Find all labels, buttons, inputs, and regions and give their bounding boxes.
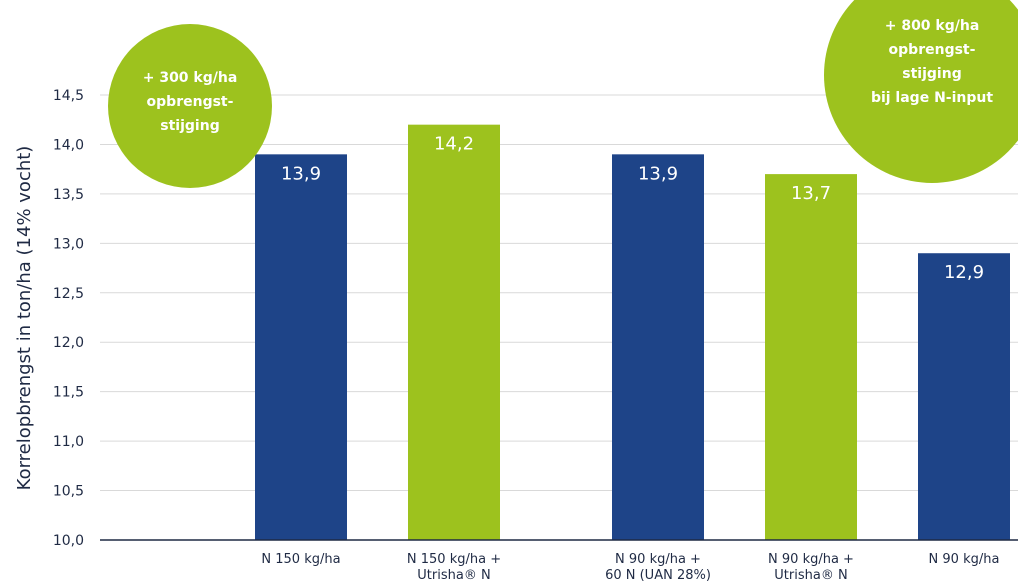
bar: [612, 154, 704, 541]
bar: [255, 154, 347, 541]
bar-value-label: 13,7: [791, 183, 831, 204]
y-tick-label: 14,0: [53, 137, 84, 153]
x-category-label: N 150 kg/ha + Utrisha® N: [407, 552, 501, 583]
x-category-label: N 150 kg/ha: [261, 552, 340, 567]
bars: 13,9 14,2 13,9 13,7 12,9: [255, 124, 1010, 541]
y-axis-ticks: 10,0 10,5 11,0 11,5 12,0 12,5 13,0 13,5 14,0 14,5: [53, 88, 84, 549]
x-axis-categories: N 150 kg/ha N 150 kg/ha + Utrisha® N N 90 k…: [261, 552, 999, 583]
y-tick-label: 13,5: [53, 187, 84, 203]
bar-value-label: 13,9: [281, 163, 321, 184]
annotation-badge: [824, 0, 1018, 183]
y-tick-label: 14,5: [53, 88, 84, 104]
bar-value-label: 14,2: [434, 134, 474, 155]
annotation-text: + 800 kg/ha opbrengst-stijging bij lage N-…: [871, 18, 993, 106]
bar: [765, 174, 857, 540]
y-tick-label: 12,0: [53, 335, 84, 351]
y-tick-label: 12,5: [53, 286, 84, 302]
y-tick-label: 11,5: [53, 385, 84, 401]
bar-value-label: 12,9: [944, 262, 984, 283]
bar: [918, 253, 1010, 540]
x-category-label: N 90 kg/ha: [929, 552, 1000, 567]
annotation-text: + 300 kg/ha opbrengst-stijging: [143, 70, 238, 134]
bar: [408, 124, 500, 541]
x-category-label: N 90 kg/ha + Utrisha® N: [768, 552, 854, 583]
annotation-badge: [108, 24, 272, 188]
y-tick-label: 11,0: [53, 434, 84, 450]
x-category-label: N 90 kg/ha +60 N (UAN 28%): [605, 552, 711, 583]
y-tick-label: 10,0: [53, 533, 84, 549]
y-tick-label: 10,5: [53, 484, 84, 500]
y-tick-label: 13,0: [53, 236, 84, 252]
y-axis-title: Korrelopbrengst in ton/ha (14% vocht): [14, 146, 35, 491]
annotation-badges: + 300 kg/ha opbrengst-stijging + 800 kg/ha…: [108, 0, 1018, 188]
bar-value-label: 13,9: [638, 163, 678, 184]
gridlines: [100, 94, 1018, 492]
